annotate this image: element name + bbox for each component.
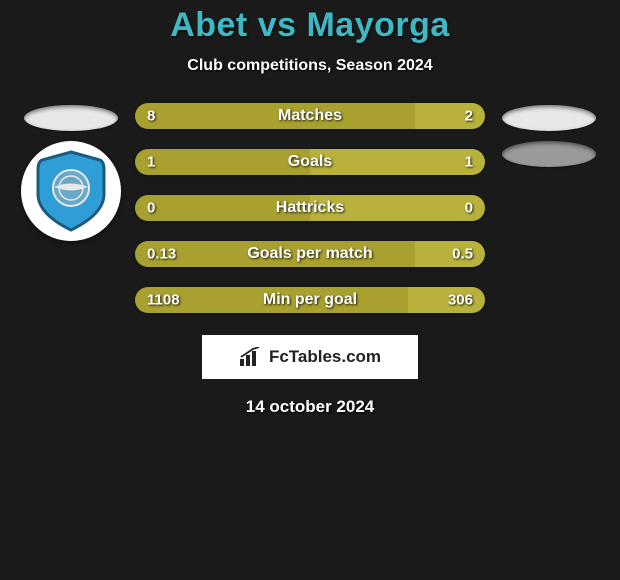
stat-label: Hattricks <box>276 199 344 217</box>
page-title: Abet vs Mayorga <box>0 6 620 45</box>
left-side-column <box>21 103 121 241</box>
stat-value-left: 0 <box>147 200 155 217</box>
stat-bar-right-segment <box>415 241 485 267</box>
stat-label: Matches <box>278 107 342 125</box>
comparison-widget: Abet vs Mayorga Club competitions, Seaso… <box>0 0 620 417</box>
stat-label: Min per goal <box>263 291 357 309</box>
source-logo[interactable]: FcTables.com <box>202 335 418 379</box>
stat-bar: 8 2 Matches <box>135 103 485 129</box>
shield-icon <box>34 150 108 232</box>
stat-label: Goals <box>288 153 332 171</box>
stat-bar-left-segment <box>135 149 310 175</box>
stat-bar-right-segment <box>415 103 485 129</box>
stat-bar-right-segment <box>408 287 485 313</box>
stat-bar-right-segment <box>310 149 485 175</box>
stat-value-right: 2 <box>465 108 473 125</box>
stat-bars: 8 2 Matches 1 1 Goals 0 0 Hattricks 0.13 0.5 Goals … <box>135 103 485 313</box>
stat-bar: 0 0 Hattricks <box>135 195 485 221</box>
stat-bar: 1108 306 Min per goal <box>135 287 485 313</box>
player-left-marker <box>24 105 118 131</box>
bar-chart-icon <box>239 347 263 367</box>
team-badge <box>21 141 121 241</box>
player-right-marker-2 <box>502 141 596 167</box>
source-logo-text: FcTables.com <box>269 347 381 367</box>
stat-bar: 0.13 0.5 Goals per match <box>135 241 485 267</box>
date-label: 14 october 2024 <box>0 397 620 417</box>
subtitle: Club competitions, Season 2024 <box>0 57 620 75</box>
stat-value-right: 0.5 <box>452 246 473 263</box>
player-right-marker-1 <box>502 105 596 131</box>
stat-value-right: 1 <box>465 154 473 171</box>
main-row: 8 2 Matches 1 1 Goals 0 0 Hattricks 0.13 0.5 Goals … <box>0 103 620 313</box>
stat-value-left: 0.13 <box>147 246 176 263</box>
stat-value-left: 1108 <box>147 292 180 309</box>
stat-bar: 1 1 Goals <box>135 149 485 175</box>
stat-value-right: 306 <box>448 292 473 309</box>
stat-value-left: 8 <box>147 108 155 125</box>
stat-value-left: 1 <box>147 154 155 171</box>
stat-value-right: 0 <box>465 200 473 217</box>
stat-label: Goals per match <box>247 245 372 263</box>
stat-bar-left-segment <box>135 103 415 129</box>
right-side-column <box>499 103 599 167</box>
